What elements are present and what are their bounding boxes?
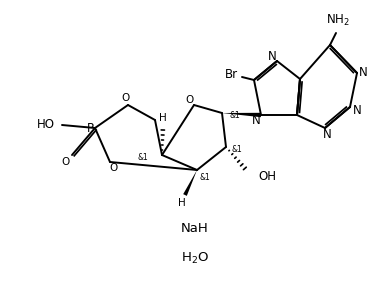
Text: &1: &1 <box>232 145 243 154</box>
Text: Br: Br <box>225 69 238 81</box>
Text: &1: &1 <box>200 173 211 182</box>
Text: N: N <box>353 103 361 117</box>
Text: NH$_2$: NH$_2$ <box>326 13 350 27</box>
Text: HO: HO <box>37 119 55 131</box>
Text: H: H <box>178 198 186 208</box>
Text: OH: OH <box>258 169 276 182</box>
Text: N: N <box>268 51 276 63</box>
Text: P: P <box>87 121 93 135</box>
Text: O: O <box>121 93 129 103</box>
Text: &1: &1 <box>137 154 148 163</box>
Text: &1: &1 <box>230 110 241 119</box>
Polygon shape <box>222 113 261 117</box>
Text: O: O <box>186 95 194 105</box>
Text: O: O <box>109 163 117 173</box>
Text: N: N <box>252 114 260 126</box>
Text: N: N <box>323 128 331 142</box>
Text: O: O <box>61 157 69 167</box>
Polygon shape <box>183 170 197 196</box>
Text: H: H <box>159 113 167 123</box>
Text: NaH: NaH <box>181 222 209 234</box>
Text: H$_2$O: H$_2$O <box>181 251 209 265</box>
Text: N: N <box>359 67 367 79</box>
